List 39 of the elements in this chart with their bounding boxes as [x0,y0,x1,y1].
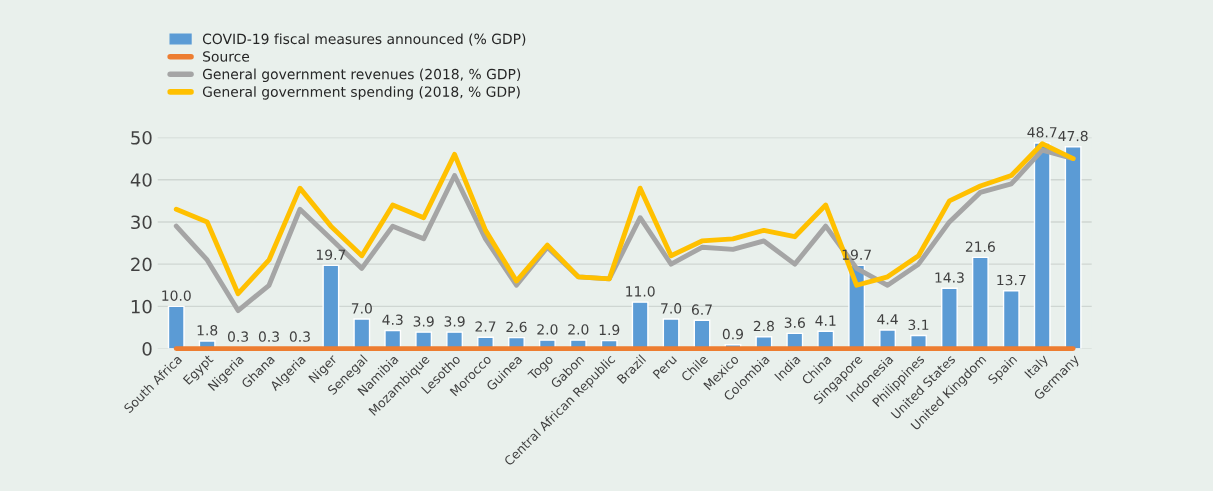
data-label: 0.3 [258,331,279,342]
data-label: 0.9 [722,328,744,340]
legend-label: General government revenues (2018, % GDP) [202,68,521,83]
data-label: 2.7 [475,321,496,332]
data-label: 6.7 [691,304,712,315]
legend-label: Source [203,51,250,62]
data-label: 19.7 [316,249,346,260]
legend-label: COVID-19 fiscal measures announced (% GDP) [202,33,526,46]
data-label: 7.0 [351,303,372,314]
data-label: 3.9 [413,316,434,327]
data-label: 2.6 [506,321,527,333]
data-label: 2.0 [568,324,589,335]
data-label: 0.3 [289,331,310,342]
y-tick-label: 10 [131,299,152,314]
data-label: 14.3 [935,272,964,283]
data-label: 48.7 [1027,126,1057,138]
data-label: 10.0 [162,290,191,301]
y-tick-label: 50 [131,130,152,145]
data-label: 7.0 [661,303,682,314]
data-label: 47.8 [1058,130,1088,142]
data-label: 11.0 [626,286,655,297]
data-label: 3.9 [444,316,465,327]
y-tick-label: 40 [130,173,152,187]
data-label: 4.1 [815,315,836,326]
data-label: 2.8 [753,320,774,332]
data-label: 13.7 [997,274,1026,286]
data-label: 4.4 [877,314,898,325]
data-label: 2.0 [537,324,558,335]
y-tick-label: 30 [131,215,152,230]
data-label: 1.9 [599,324,620,336]
data-label: 3.1 [908,319,929,331]
data-label: 3.6 [784,317,805,328]
data-label: 21.6 [965,241,995,252]
legend-label: General government spending (2018, % GDP) [202,86,520,100]
y-tick-label: 0 [142,342,152,356]
data-label: 0.3 [227,331,249,342]
data-label: 4.3 [382,314,403,325]
y-tick-label: 20 [131,257,152,272]
data-label: 1.8 [197,325,218,336]
